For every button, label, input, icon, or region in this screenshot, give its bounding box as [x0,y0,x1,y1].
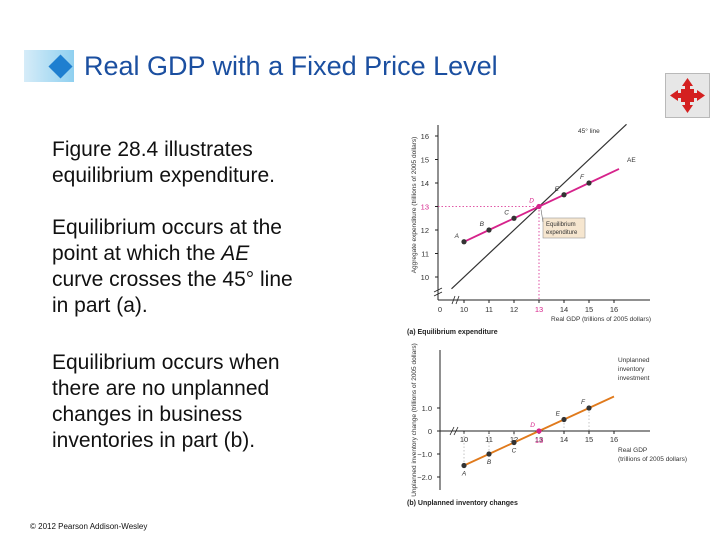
point-label-a: C [504,209,509,216]
point-label-b: A [461,471,466,478]
four-way-arrows-icon [670,78,705,113]
x-tick-label-a: 11 [485,305,493,314]
x-tick-label-a: 14 [560,305,568,314]
data-point-a [486,227,492,233]
chart-caption-b: (b) Unplanned inventory changes [407,500,518,507]
point-label-b: C [512,448,517,455]
y-tick-label-a: 12 [421,226,429,235]
y-tick-label-b: 0 [428,427,432,436]
equilibrium-annotation-box [542,217,586,239]
x-axis-label-b-line1: Real GDP [618,447,647,454]
y-axis-label-a: Aggregate expenditure (trillions of 2005… [411,137,418,274]
inventory-label-line2: inventory [618,366,645,373]
y-tick-label-a: 16 [421,132,429,141]
x-tick-label-b: 12 [510,435,518,444]
x-tick-label-b: 10 [460,435,468,444]
data-point-a [561,192,567,198]
data-point-a [461,239,467,245]
x-tick-label-a: 12 [510,305,518,314]
y-tick-label-b: 1.0 [422,404,432,413]
point-label-b: B [487,459,492,466]
data-point-b [486,451,492,457]
point-label-a: E [555,186,560,193]
forty-five-degree-line [451,123,627,290]
x-tick-label-b: 13 [535,435,543,444]
paragraph-1: Figure 28.4 illustrates equilibrium expe… [52,138,275,187]
data-point-a [586,180,592,186]
data-point-a [511,215,517,221]
y-axis-label-b: Unplanned inventory change (trillions of… [411,343,418,497]
paragraph-2: Equilibrium occurs at the point at which… [52,216,293,317]
inventory-label-line1: Unplanned [618,357,650,364]
paragraph-3: Equilibrium occurs when there are no unp… [52,351,280,452]
x-tick-label-a: 13 [535,305,543,314]
point-label-b: E [556,411,561,418]
equilibrium-annotation-pointer [540,209,544,223]
y-tick-label-b: −2.0 [417,473,432,482]
point-label-a: F [580,174,585,181]
axis-break-a [433,287,443,297]
x-tick-label-a: 0 [438,305,442,314]
x-tick-label-a: 16 [610,305,618,314]
data-point-a [536,203,542,210]
label-45-degree-line: 45° line [578,127,600,135]
y-tick-label-a: 15 [421,156,429,165]
x-tick-label-b: 16 [610,435,618,444]
nav-button[interactable] [665,73,710,118]
y-tick-label-a: 14 [421,179,429,188]
x-tick-label-b: 15 [585,435,593,444]
point-label-a: A [454,233,459,240]
x-tick-label-b: 11 [485,435,493,444]
x-tick-label-a: 10 [460,305,468,314]
x-tick-label-b: 14 [560,435,568,444]
equilibrium-annotation-line1: Equilibrium [546,222,576,228]
equilibrium-annotation-line2: expenditure [546,230,578,236]
y-tick-label-a: 13 [421,203,429,212]
data-point-b [461,462,467,469]
point-label-a: B [480,221,485,228]
axis-break-b [449,426,459,436]
point-label-b: D [530,422,535,429]
y-tick-label-a: 11 [421,250,429,259]
equilibrium-x-label-b: 13 [535,436,543,445]
copyright-notice: © 2012 Pearson Addison-Wesley [30,522,148,531]
y-tick-label-b: −1.0 [417,450,432,459]
data-point-b [511,439,517,446]
ae-curve [463,168,620,243]
point-label-a: D [529,198,534,205]
label-ae-curve: AE [627,157,636,164]
x-axis-label-b-line2: (trillions of 2005 dollars) [618,456,687,463]
data-point-b [536,428,542,434]
y-tick-label-a: 10 [421,273,429,282]
slide-title: Real GDP with a Fixed Price Level [84,51,498,81]
data-point-b [561,416,567,423]
data-point-b [586,405,592,411]
x-axis-label-a: Real GDP (trillions of 2005 dollars) [551,316,651,323]
point-label-b: F [581,399,586,406]
inventory-line [463,395,615,467]
inventory-label-line3: investment [618,375,650,382]
chart-caption-a: (a) Equilibrium expenditure [407,329,498,336]
axis-break-x-a [451,295,460,305]
x-tick-label-a: 15 [585,305,593,314]
